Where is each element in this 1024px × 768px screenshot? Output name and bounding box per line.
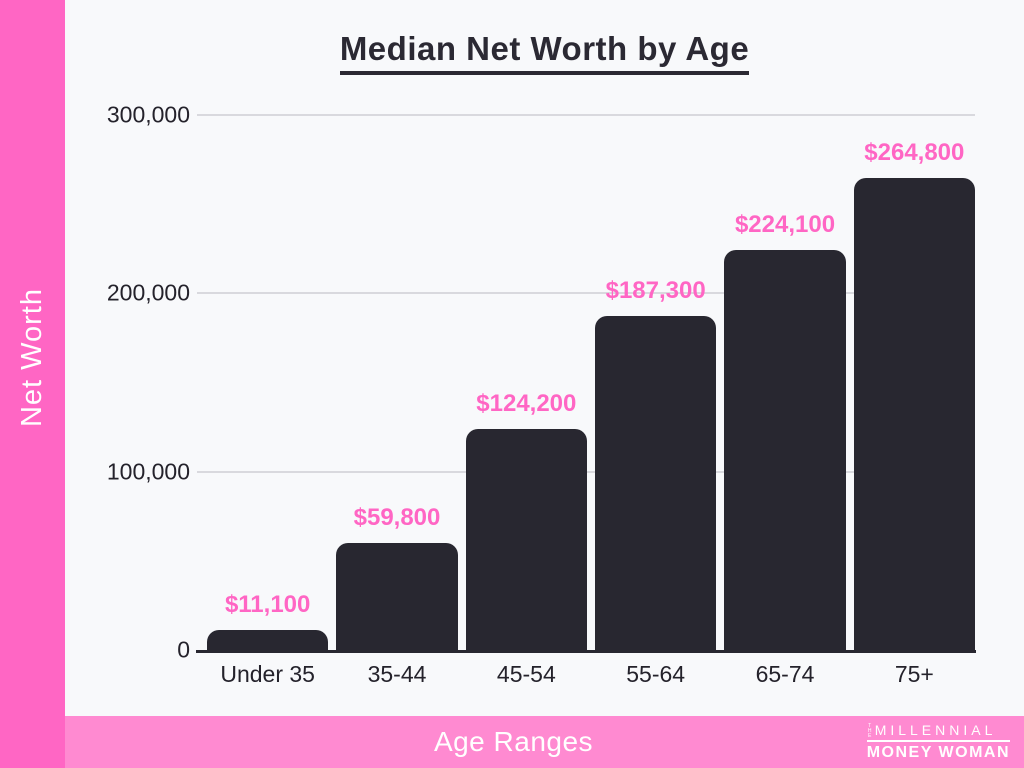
- x-tick-label: Under 35: [220, 661, 315, 687]
- bar-value-label: $224,100: [734, 211, 836, 239]
- y-axis-band: [0, 0, 65, 768]
- y-tick-label: 0: [177, 636, 190, 663]
- millennial-money-woman-logo: THE MILLENNIAL MONEY WOMAN: [866, 722, 1010, 762]
- x-tick-label: 65-74: [755, 661, 815, 687]
- bar-value-label: $59,800: [353, 504, 441, 532]
- x-axis-title: Age Ranges: [433, 726, 594, 757]
- x-tick-label: 75+: [894, 661, 934, 687]
- bar-value-label: $187,300: [605, 276, 706, 304]
- chart-title-wrap: Median Net Worth by Age: [65, 30, 1024, 75]
- x-tick-label: 45-54: [496, 661, 556, 687]
- bar-value-label: $124,200: [476, 389, 577, 417]
- gridline: [197, 114, 975, 116]
- bar-65-74: [724, 250, 846, 650]
- bar-under-35: [207, 630, 329, 650]
- y-tick-label: 200,000: [106, 279, 190, 306]
- x-axis-line: [196, 650, 976, 653]
- y-tick-label: 100,000: [106, 458, 190, 485]
- chart-title: Median Net Worth by Age: [339, 30, 750, 75]
- bar-35-44: [336, 543, 458, 650]
- logo-line1: THE MILLENNIAL: [866, 722, 1010, 742]
- bar-55-64: [595, 315, 717, 650]
- bar-value-label: $11,100: [224, 591, 311, 619]
- bar-value-label: $264,800: [864, 138, 965, 166]
- x-tick-label: 35-44: [367, 661, 427, 687]
- logo-line2: MONEY WOMAN: [866, 744, 1010, 761]
- bar-45-54: [465, 428, 587, 650]
- gridline: [197, 292, 975, 295]
- x-tick-label: 55-64: [626, 661, 686, 687]
- x-axis-band: Age Ranges THE MILLENNIAL MONEY WOMAN: [65, 716, 1024, 768]
- y-tick-label: 300,000: [106, 101, 190, 128]
- logo-millennial: MILLENNIAL: [874, 722, 997, 738]
- logo-the: THE: [866, 723, 873, 737]
- bar-75-: [853, 177, 975, 650]
